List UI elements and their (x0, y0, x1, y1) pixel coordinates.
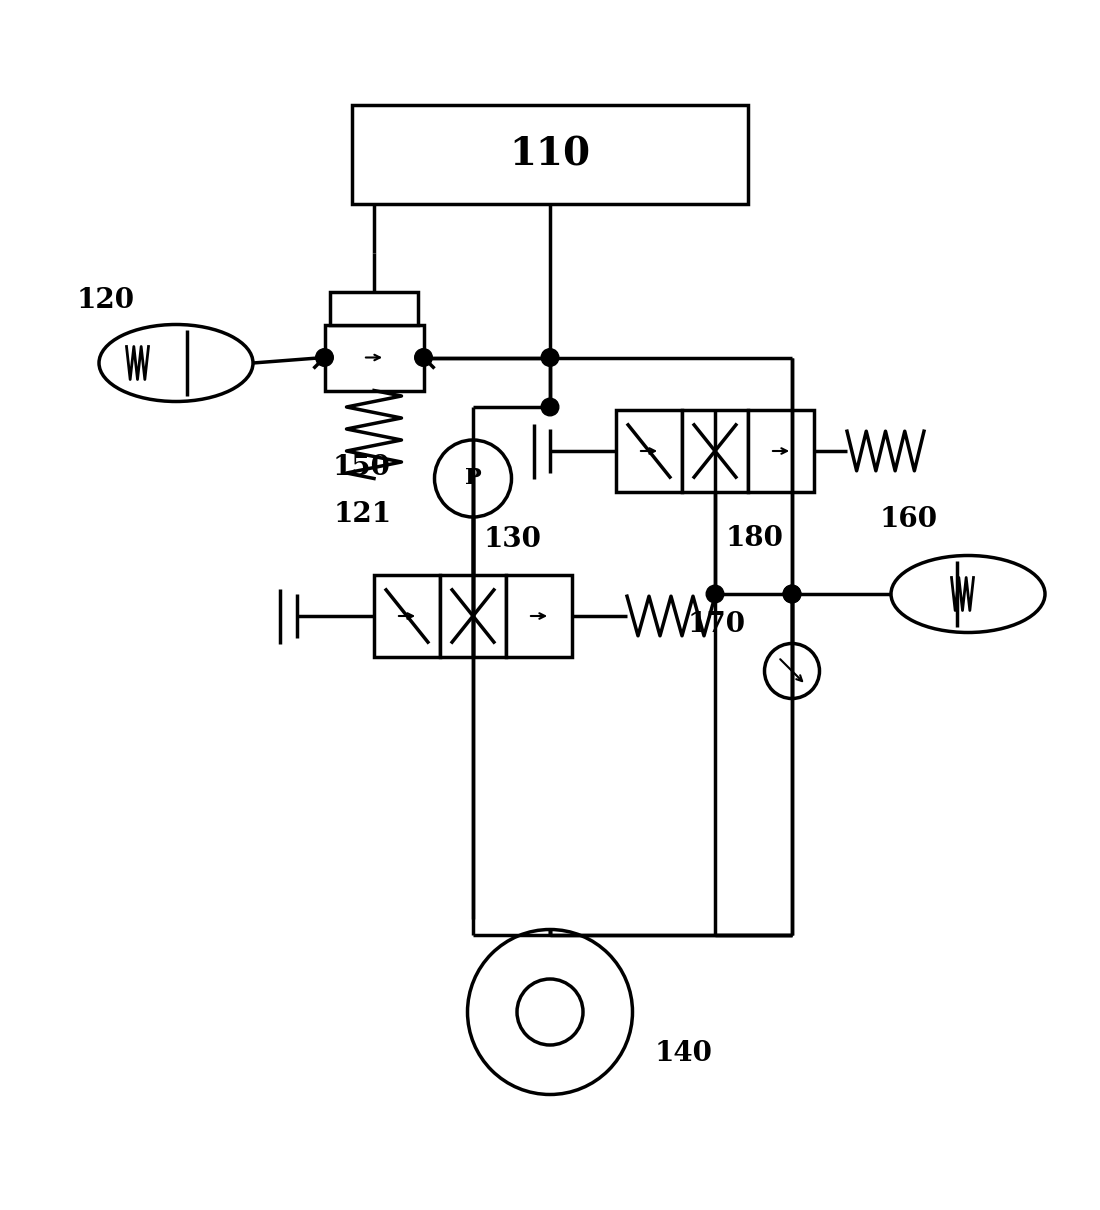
Text: 121: 121 (334, 501, 392, 528)
FancyBboxPatch shape (374, 575, 440, 657)
Text: 170: 170 (688, 611, 746, 638)
FancyBboxPatch shape (682, 410, 748, 492)
Circle shape (517, 979, 583, 1045)
Circle shape (764, 644, 820, 698)
Circle shape (783, 586, 801, 603)
Circle shape (415, 348, 432, 367)
Circle shape (434, 440, 512, 517)
Text: 180: 180 (726, 525, 784, 552)
FancyBboxPatch shape (748, 410, 814, 492)
FancyBboxPatch shape (440, 575, 506, 657)
Text: 130: 130 (484, 526, 542, 553)
Circle shape (706, 586, 724, 603)
Text: P: P (464, 467, 482, 490)
Ellipse shape (99, 324, 253, 402)
FancyBboxPatch shape (352, 104, 748, 203)
FancyBboxPatch shape (616, 410, 682, 492)
Circle shape (468, 929, 632, 1095)
Text: 110: 110 (509, 136, 591, 173)
Circle shape (316, 348, 333, 367)
Circle shape (541, 348, 559, 367)
FancyBboxPatch shape (324, 324, 424, 391)
Text: 150: 150 (332, 454, 390, 482)
FancyBboxPatch shape (506, 575, 572, 657)
Circle shape (783, 586, 801, 603)
Circle shape (541, 398, 559, 416)
Ellipse shape (891, 555, 1045, 633)
FancyBboxPatch shape (330, 292, 418, 324)
Text: 160: 160 (880, 507, 938, 534)
Text: 120: 120 (77, 287, 135, 313)
Text: 140: 140 (654, 1039, 713, 1067)
